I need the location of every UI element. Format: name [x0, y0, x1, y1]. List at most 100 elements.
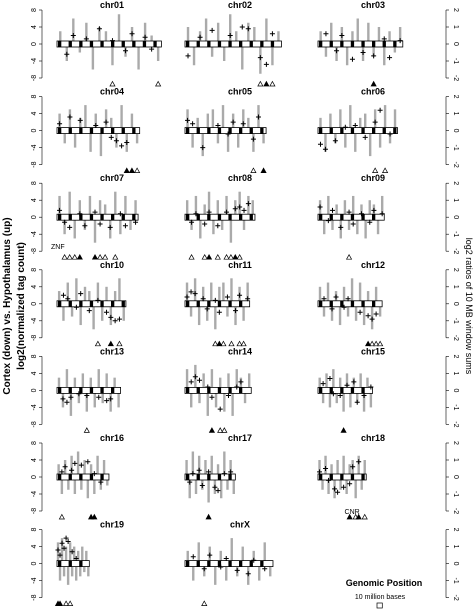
band: [350, 214, 355, 221]
tag-bar: [339, 109, 342, 131]
y-tick-label: 8: [31, 441, 38, 445]
ratio-point: [69, 549, 75, 555]
tag-bar: [243, 390, 247, 404]
y-tick-label: -8: [31, 161, 38, 167]
tag-bar: [98, 200, 102, 218]
tag-bar: [129, 217, 132, 230]
tag-bar: [199, 217, 202, 239]
tag-bar: [377, 27, 381, 44]
tag-bar: [219, 477, 223, 499]
tag-bar: [101, 303, 104, 321]
tag-bar: [120, 105, 123, 131]
tag-bar: [253, 27, 256, 44]
band: [79, 560, 83, 567]
tag-bar: [218, 377, 222, 391]
band: [207, 214, 211, 221]
ratio-point: [269, 31, 275, 37]
panel: chr07 ZNF: [51, 173, 139, 260]
tag-bar: [335, 204, 338, 218]
triangle-filled: [76, 253, 83, 260]
y2-tick-label: 1: [452, 371, 459, 375]
tag-bar: [79, 563, 82, 577]
ratio-point: [351, 379, 357, 385]
band: [196, 300, 200, 307]
panel-title: chr15: [361, 346, 385, 356]
panel: chr14: [184, 346, 252, 433]
band: [68, 300, 72, 307]
ratio-point: [330, 391, 336, 397]
y-tick-label: -8: [31, 594, 38, 600]
tag-bar: [194, 477, 198, 494]
ratio-point: [57, 121, 63, 127]
tag-bar: [201, 130, 204, 157]
tag-bar: [237, 130, 240, 148]
ratio-point: [357, 309, 363, 315]
tag-bar: [230, 538, 233, 564]
panel-title: chr13: [100, 346, 124, 356]
tag-bar: [362, 303, 366, 326]
band: [228, 41, 232, 47]
y2-tick-label: 1: [452, 25, 459, 29]
tag-bar: [356, 217, 359, 235]
band: [350, 474, 355, 480]
ratio-point: [133, 219, 139, 225]
ratio-point: [333, 294, 339, 300]
tag-bar: [210, 282, 213, 304]
triangle-filled: [260, 167, 267, 173]
ratio-point: [215, 488, 221, 494]
ratio-point: [228, 469, 234, 475]
tag-bar: [241, 44, 244, 70]
chromosome: [184, 127, 267, 134]
band: [228, 387, 232, 394]
band: [228, 214, 232, 221]
triangle-open: [83, 427, 90, 433]
band: [68, 474, 72, 480]
tag-bar: [343, 200, 347, 218]
y-tick-label: -8: [31, 508, 38, 514]
tag-bar: [77, 390, 81, 404]
tag-bar: [70, 563, 74, 577]
band: [89, 474, 94, 480]
chromosome: [317, 386, 373, 394]
tag-bar: [150, 35, 153, 44]
ratio-point: [69, 467, 75, 473]
tag-bar: [370, 303, 374, 330]
tag-bar: [102, 460, 106, 477]
ratio-point: [188, 379, 194, 385]
band: [68, 214, 72, 221]
tag-bar: [351, 195, 355, 218]
band: [111, 387, 115, 394]
band: [100, 300, 104, 307]
ratio-point: [92, 209, 98, 215]
ratio-point: [82, 223, 88, 229]
x-axis-label: Genomic Position: [346, 578, 423, 588]
tag-bar: [225, 195, 228, 218]
tag-bar: [230, 278, 233, 304]
band: [79, 474, 83, 480]
tag-bar: [393, 109, 397, 131]
tag-bar: [247, 117, 250, 131]
y2-tick-label: -2: [452, 508, 459, 514]
ratio-point: [358, 211, 364, 217]
panel-title: chr05: [228, 87, 252, 97]
tag-bar: [73, 477, 77, 494]
tag-bar: [354, 130, 357, 152]
tag-bar: [345, 44, 349, 66]
band: [58, 300, 62, 307]
chromosome: [317, 127, 398, 134]
triangle-filled: [216, 340, 223, 347]
tag-bar: [364, 217, 367, 239]
annotation: ZNF: [51, 244, 65, 251]
triangle-open: [345, 253, 353, 260]
ratio-point: [332, 138, 338, 144]
band: [239, 560, 243, 567]
ratio-point: [223, 556, 229, 561]
tag-bar: [346, 303, 350, 317]
panel: chr05: [184, 87, 267, 173]
chromosome: [56, 213, 139, 221]
ratio-point: [185, 53, 191, 59]
band: [382, 127, 386, 134]
ratio-point: [221, 471, 227, 477]
ratio-point: [93, 123, 99, 128]
ratio-point: [96, 26, 102, 32]
